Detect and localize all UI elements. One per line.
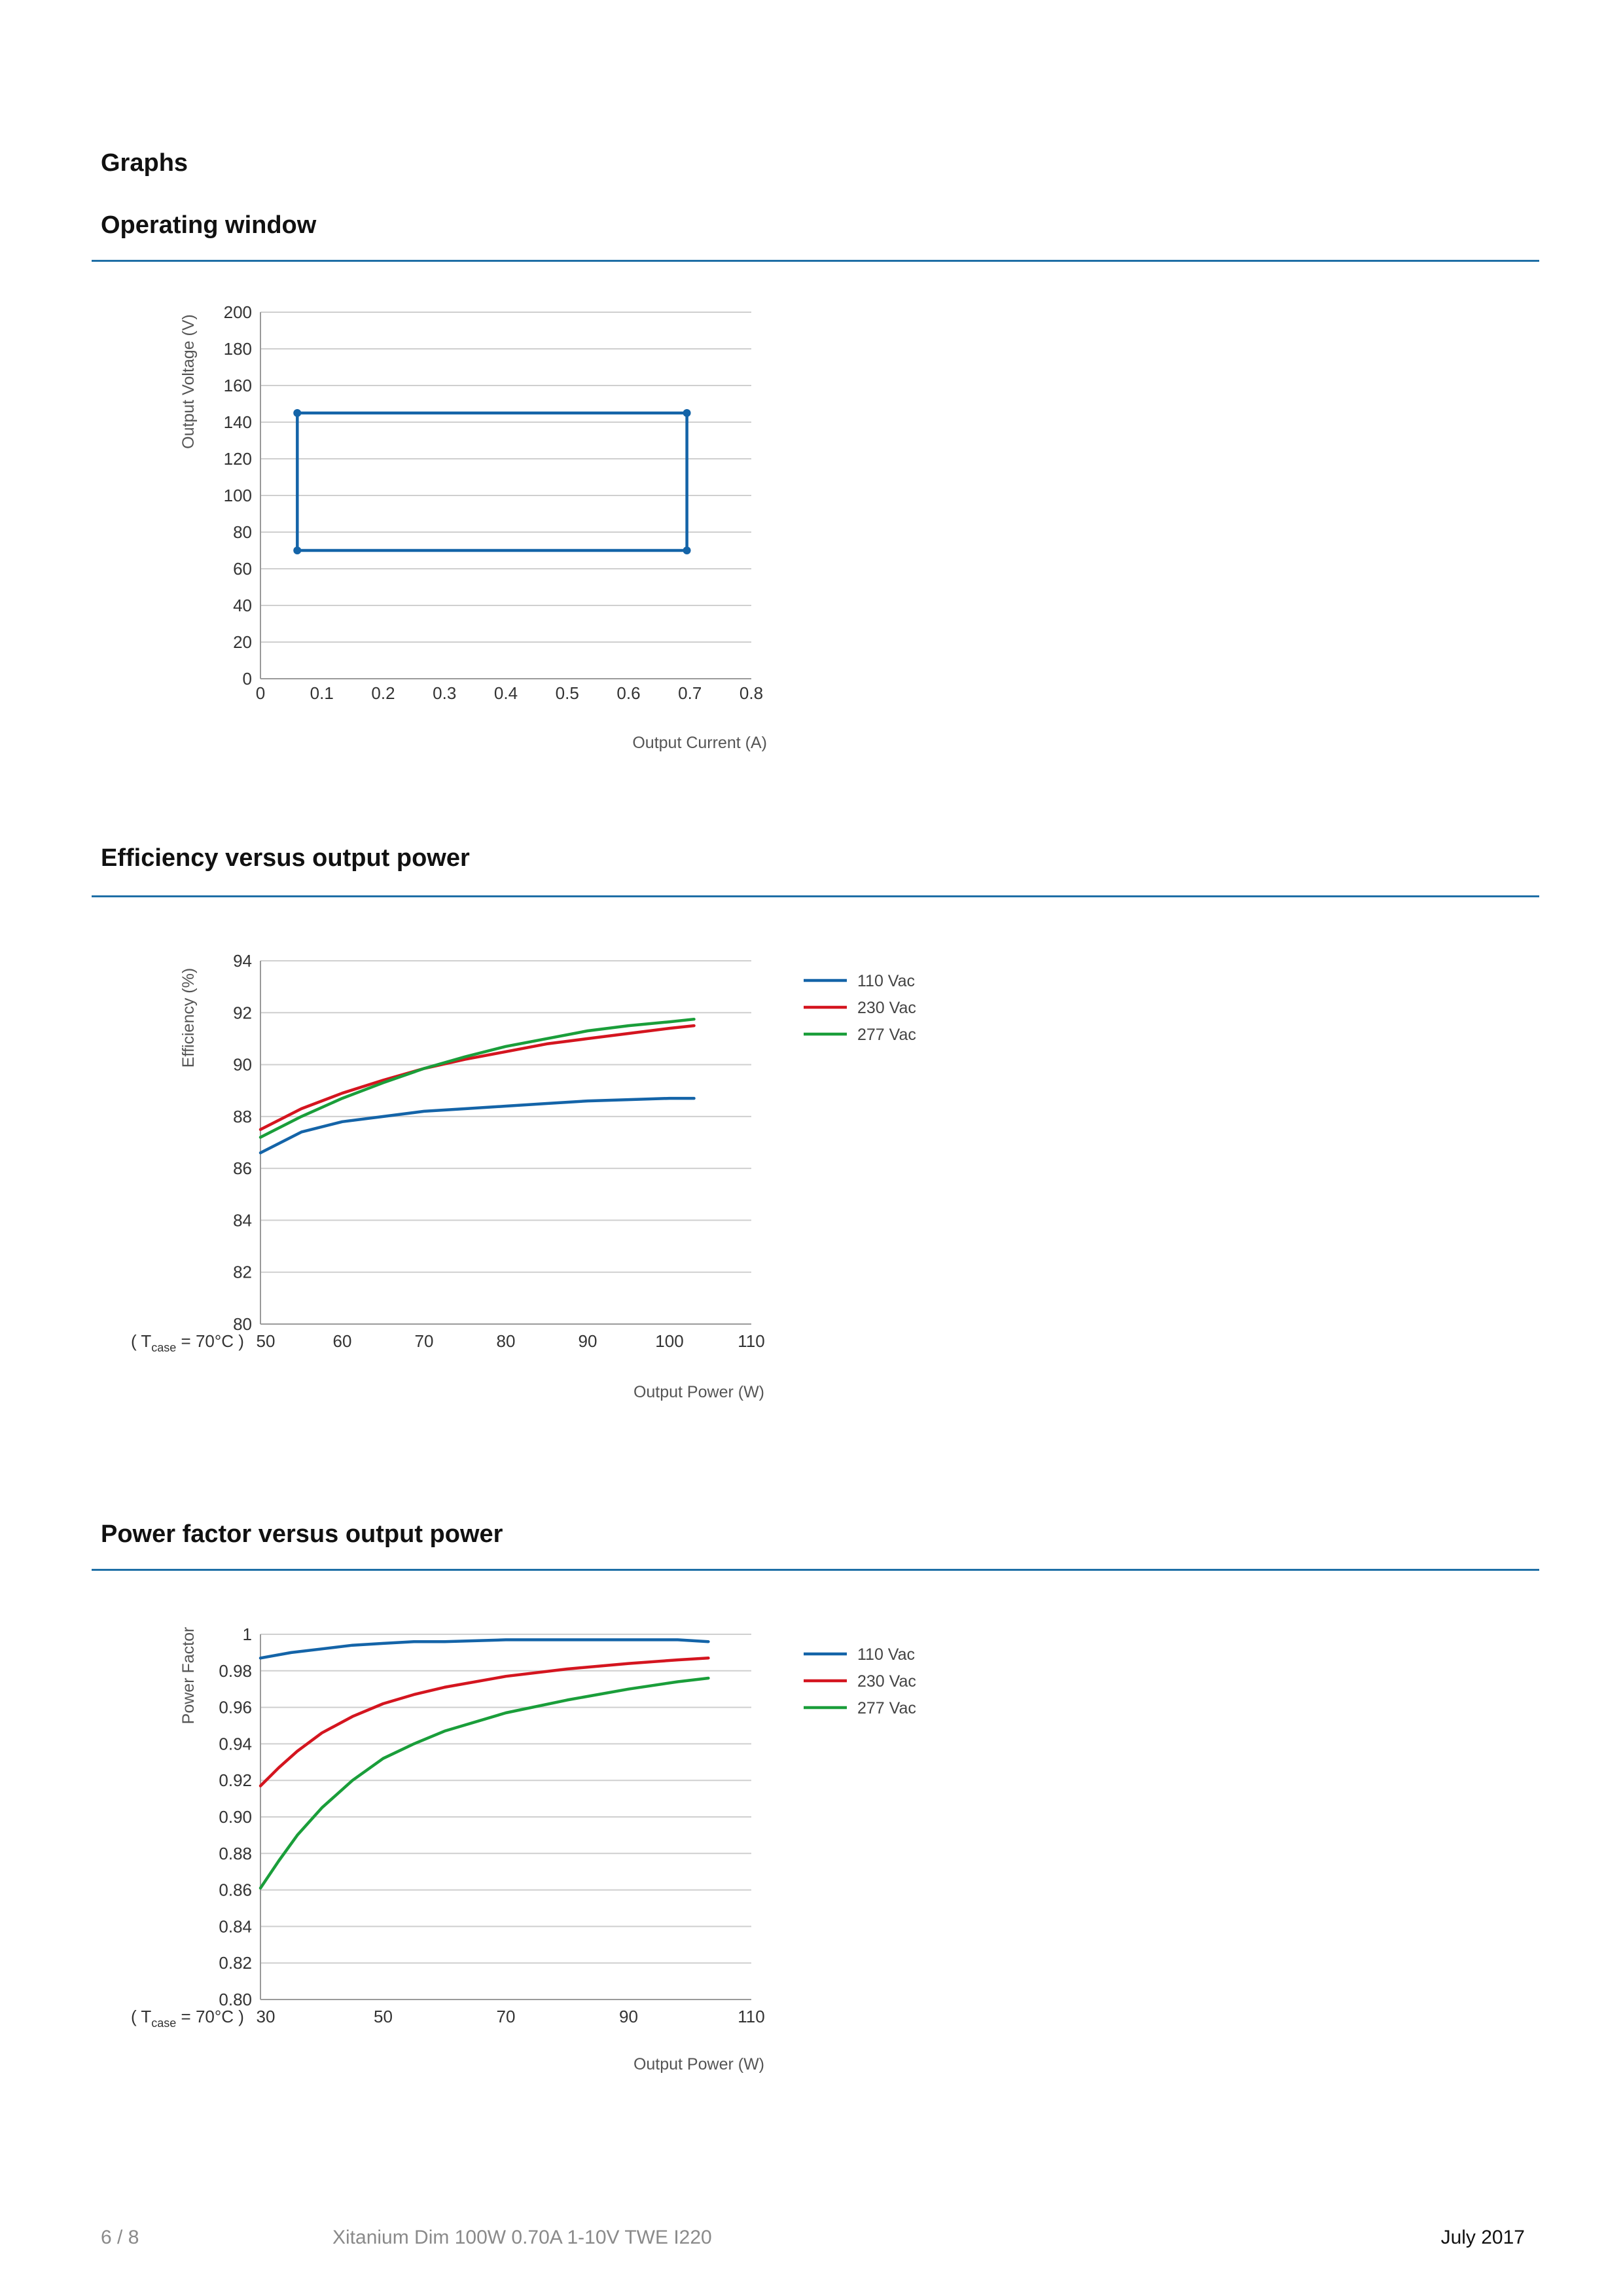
y-tick-label: 88	[233, 1107, 252, 1126]
y-tick-label: 0.80	[219, 1990, 252, 2009]
x-tick-label: 0.1	[310, 683, 334, 703]
y-tick-label: 0.88	[219, 1844, 252, 1863]
y-tick-label: 40	[233, 596, 252, 615]
y-tick-label: 180	[224, 339, 252, 359]
y-tick-label: 1	[243, 1624, 252, 1644]
series-line-230-vac	[259, 1657, 710, 1787]
data-point	[293, 409, 302, 417]
legend-label-230-vac: 230 Vac	[857, 1672, 916, 1691]
y-tick-label: 80	[233, 1314, 252, 1334]
x-axis-label: Output Current (A)	[632, 734, 767, 752]
x-tick-label: 0.5	[556, 683, 579, 703]
y-tick-label: 160	[224, 376, 252, 395]
x-axis-label: Output Power (W)	[633, 1383, 764, 1401]
y-tick-label: 100	[224, 486, 252, 505]
data-point	[683, 409, 691, 417]
y-tick-label: 80	[233, 522, 252, 542]
series-line-277-vac	[259, 1017, 696, 1139]
y-tick-label: 86	[233, 1158, 252, 1178]
x-tick-label: 0.4	[494, 683, 518, 703]
legend-label-110-vac: 110 Vac	[857, 972, 915, 990]
y-axis-label: Efficiency (%)	[179, 968, 198, 1067]
y-tick-label: 0.86	[219, 1880, 252, 1900]
x-tick-label: 50	[374, 2007, 393, 2026]
legend-label-277-vac: 277 Vac	[857, 1699, 916, 1717]
x-tick-label: 110	[738, 1331, 764, 1351]
y-tick-label: 0.82	[219, 1953, 252, 1973]
x-tick-label: 90	[619, 2007, 638, 2026]
legend-label-277-vac: 277 Vac	[857, 1026, 916, 1044]
y-tick-label: 0.98	[219, 1661, 252, 1681]
x-tick-label: 30	[257, 2007, 276, 2026]
y-tick-label: 0.96	[219, 1698, 252, 1717]
series-line-110-vac	[259, 1096, 696, 1155]
x-axis-label: Output Power (W)	[633, 2055, 764, 2073]
y-tick-label: 20	[233, 632, 252, 652]
section-title-operating-window: Operating window	[101, 211, 317, 239]
x-tick-label: 100	[655, 1331, 683, 1351]
series-line-230-vac	[259, 1024, 696, 1131]
y-tick-label: 60	[233, 559, 252, 579]
x-tick-label: 60	[333, 1331, 352, 1351]
y-tick-label: 200	[224, 302, 252, 322]
footer-page-number: 6 / 8	[101, 2227, 139, 2248]
legend-label-230-vac: 230 Vac	[857, 999, 916, 1017]
tcase-note: ( Tcase = 70°C )	[131, 1331, 244, 1354]
x-tick-label: 0.7	[678, 683, 702, 703]
x-tick-label: 80	[497, 1331, 516, 1351]
y-tick-label: 120	[224, 449, 252, 469]
x-tick-label: 70	[415, 1331, 434, 1351]
x-tick-label: 90	[579, 1331, 597, 1351]
page-heading: Graphs	[101, 149, 188, 177]
x-tick-label: 0.2	[371, 683, 395, 703]
y-tick-label: 84	[233, 1210, 252, 1230]
section-title-efficiency: Efficiency versus output power	[101, 844, 470, 872]
x-tick-label: 70	[497, 2007, 516, 2026]
section-rule	[92, 1569, 1539, 1571]
series-line-110-vac	[259, 1638, 710, 1660]
section-rule	[92, 260, 1539, 262]
y-tick-label: 0.92	[219, 1770, 252, 1790]
tcase-note: ( Tcase = 70°C )	[131, 2007, 244, 2030]
x-tick-label: 110	[738, 2007, 764, 2026]
x-tick-label: 50	[257, 1331, 276, 1351]
y-tick-label: 90	[233, 1055, 252, 1075]
legend-label-110-vac: 110 Vac	[857, 1645, 915, 1664]
y-tick-label: 0.94	[219, 1734, 252, 1753]
y-tick-label: 94	[233, 951, 252, 971]
x-tick-label: 0.3	[433, 683, 456, 703]
footer-date: July 2017	[1440, 2227, 1525, 2248]
y-axis-label: Output Voltage (V)	[179, 314, 198, 449]
section-rule	[92, 895, 1539, 897]
x-tick-label: 0	[256, 683, 265, 703]
y-tick-label: 92	[233, 1003, 252, 1022]
data-point	[293, 547, 302, 554]
y-tick-label: 140	[224, 412, 252, 432]
y-axis-label: Power Factor	[179, 1627, 198, 1725]
data-point	[683, 547, 691, 554]
y-tick-label: 0.84	[219, 1916, 252, 1936]
series-line-277-vac	[259, 1676, 710, 1890]
y-tick-label: 0.90	[219, 1807, 252, 1827]
series-line-window	[296, 411, 688, 552]
x-tick-label: 0.8	[740, 683, 763, 703]
section-title-power-factor: Power factor versus output power	[101, 1520, 503, 1548]
footer-product-name: Xitanium Dim 100W 0.70A 1-10V TWE I220	[332, 2227, 712, 2248]
y-tick-label: 82	[233, 1263, 252, 1282]
x-tick-label: 0.6	[616, 683, 640, 703]
y-tick-label: 0	[243, 669, 252, 689]
